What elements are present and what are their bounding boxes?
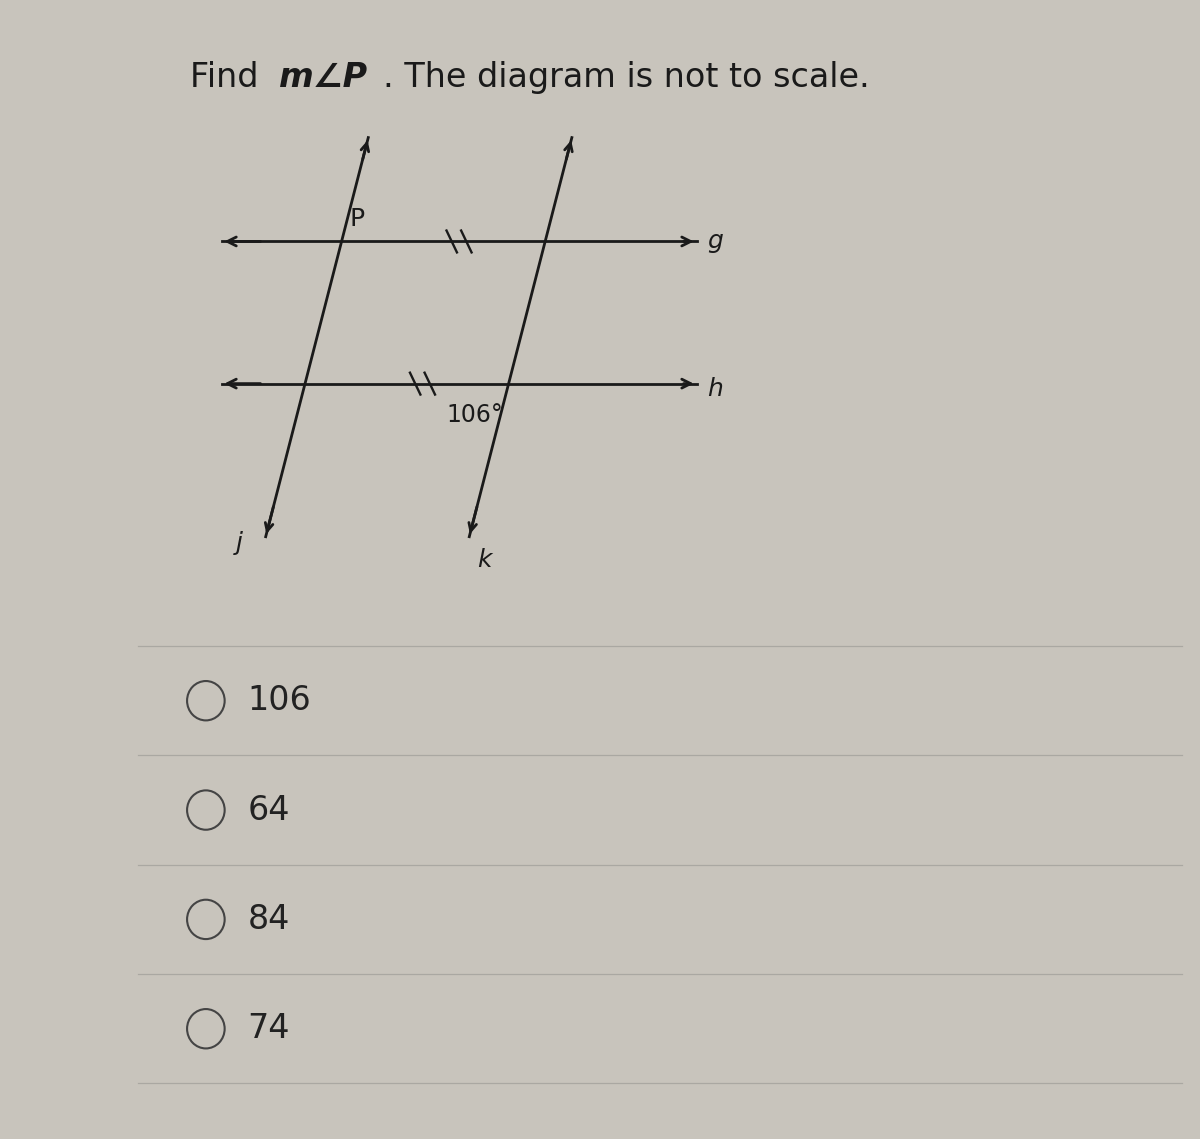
Text: g: g (707, 229, 722, 254)
Text: 106°: 106° (446, 403, 504, 427)
Text: P: P (350, 206, 365, 230)
Text: m∠P: m∠P (278, 62, 368, 95)
Text: 106: 106 (247, 685, 311, 718)
Text: j: j (235, 531, 242, 555)
Text: . The diagram is not to scale.: . The diagram is not to scale. (383, 62, 870, 95)
Text: Find: Find (190, 62, 269, 95)
Text: 84: 84 (247, 903, 290, 936)
Text: h: h (707, 377, 722, 401)
Text: 74: 74 (247, 1013, 290, 1046)
Text: 64: 64 (247, 794, 290, 827)
Text: k: k (478, 548, 492, 572)
